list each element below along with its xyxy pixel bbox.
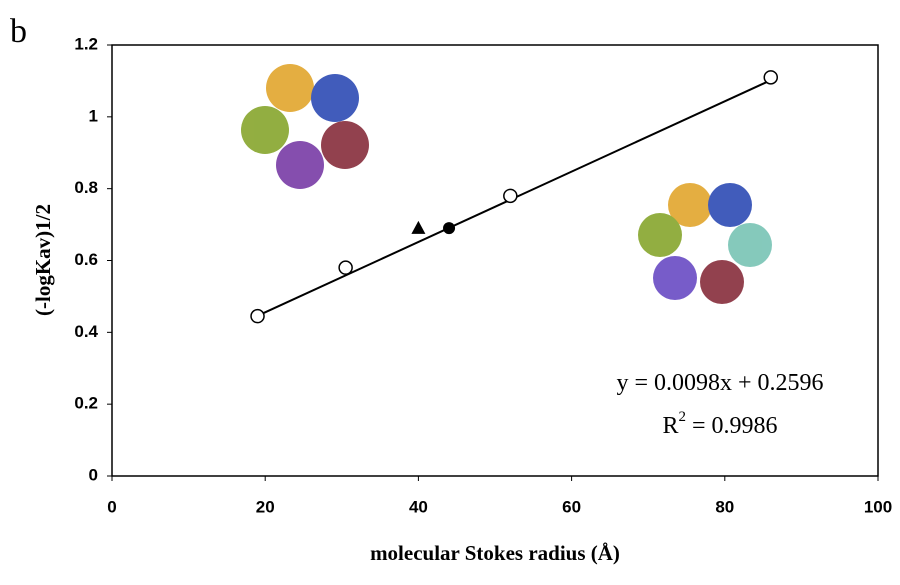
- x-tick-label: 0: [107, 497, 116, 516]
- y-tick-label: 1.2: [74, 34, 98, 53]
- r-sup: 2: [678, 409, 686, 425]
- x-tick-label: 100: [864, 497, 892, 516]
- y-tick-label: 0.8: [74, 178, 98, 197]
- x-axis-title: molecular Stokes radius (Å): [370, 541, 620, 565]
- x-tick-label: 40: [409, 497, 428, 516]
- y-tick-label: 0.2: [74, 394, 98, 413]
- x-tick-label: 20: [256, 497, 275, 516]
- triangle-point: [411, 220, 426, 234]
- equation: y = 0.0098x + 0.2596: [616, 370, 823, 396]
- y-tick-label: 0: [89, 465, 98, 484]
- y-tick-label: 0.4: [74, 322, 98, 341]
- r-base: R: [662, 413, 678, 439]
- panel-label: b: [10, 13, 27, 50]
- open-point: [503, 188, 518, 204]
- open-point: [250, 308, 265, 324]
- protein-hexamer-illustration: [638, 183, 772, 304]
- filled-point: [443, 222, 456, 235]
- r-rest: = 0.9986: [686, 413, 778, 439]
- y-tick-label: 1: [89, 106, 98, 125]
- y-axis-title: (-logKav)1/2: [31, 204, 55, 316]
- open-point: [763, 70, 779, 85]
- r-squared: R2 = 0.9986: [662, 409, 777, 439]
- open-point: [338, 260, 353, 275]
- y-tick-label: 0.6: [74, 250, 98, 269]
- x-tick-label: 60: [562, 497, 581, 516]
- protein-hexamer-illustration: [241, 64, 369, 189]
- x-tick-label: 80: [715, 497, 734, 516]
